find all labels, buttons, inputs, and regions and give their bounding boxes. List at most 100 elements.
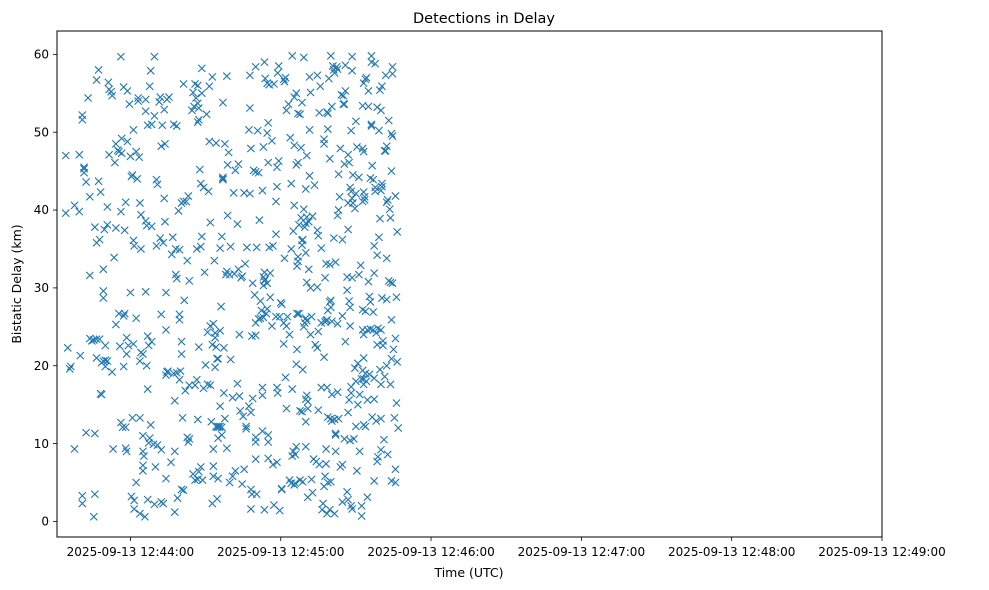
data-point-23 — [87, 336, 96, 345]
data-point-686 — [375, 214, 384, 223]
data-point-415 — [283, 312, 292, 321]
data-point-460 — [299, 53, 308, 62]
data-point-398 — [274, 157, 283, 165]
data-point-482 — [305, 72, 314, 81]
data-point-322 — [242, 243, 251, 252]
data-point-204 — [183, 256, 192, 265]
data-point-294 — [223, 211, 232, 220]
data-point-663 — [368, 161, 377, 170]
data-point-587 — [345, 158, 354, 167]
data-point-242 — [203, 328, 212, 337]
data-point-135 — [145, 434, 154, 443]
data-point-133 — [144, 438, 153, 447]
data-point-99 — [130, 496, 139, 505]
data-point-185 — [173, 494, 182, 503]
data-point-651 — [364, 86, 373, 95]
data-point-235 — [197, 232, 206, 241]
data-point-76 — [119, 311, 128, 320]
data-point-503 — [315, 108, 324, 117]
data-point-717 — [386, 380, 395, 389]
data-point-704 — [381, 146, 390, 155]
data-point-721 — [388, 69, 397, 78]
data-point-330 — [246, 485, 255, 494]
data-point-423 — [288, 51, 297, 60]
data-point-297 — [225, 478, 234, 487]
data-point-424 — [288, 385, 297, 394]
data-point-472 — [302, 151, 311, 160]
data-point-357 — [258, 391, 267, 400]
data-point-341 — [251, 331, 260, 340]
data-point-49 — [103, 357, 112, 366]
data-point-121 — [140, 512, 149, 521]
data-point-262 — [212, 139, 221, 148]
data-point-108 — [135, 199, 144, 208]
data-point-595 — [347, 187, 356, 196]
data-point-316 — [239, 412, 248, 421]
data-point-132 — [144, 341, 153, 350]
data-point-20 — [85, 192, 94, 201]
data-point-274 — [216, 326, 225, 335]
data-point-127 — [142, 361, 151, 370]
data-point-468 — [301, 314, 310, 323]
data-point-395 — [272, 458, 281, 467]
data-point-714 — [385, 205, 394, 214]
data-point-550 — [330, 509, 339, 518]
data-point-72 — [117, 134, 126, 143]
data-point-385 — [269, 79, 278, 88]
data-point-202 — [182, 197, 191, 206]
data-point-183 — [172, 274, 181, 283]
data-point-325 — [245, 104, 254, 113]
data-point-365 — [260, 505, 269, 514]
data-point-386 — [268, 460, 277, 469]
data-point-349 — [254, 315, 263, 324]
data-point-331 — [246, 504, 255, 513]
data-point-361 — [259, 281, 268, 290]
data-point-508 — [317, 383, 326, 392]
data-point-328 — [246, 144, 255, 153]
data-point-173 — [167, 250, 176, 259]
data-point-162 — [160, 139, 169, 148]
data-point-170 — [163, 367, 172, 376]
chart-title: Detections in Delay — [413, 11, 555, 27]
data-point-345 — [252, 490, 261, 499]
data-point-728 — [390, 413, 399, 422]
data-point-537 — [326, 296, 335, 305]
data-point-403 — [277, 485, 286, 494]
data-point-352 — [256, 314, 265, 323]
data-point-102 — [132, 314, 141, 323]
data-point-446 — [295, 220, 304, 229]
data-point-308 — [234, 160, 243, 169]
data-point-62 — [111, 320, 120, 329]
data-point-407 — [279, 339, 288, 348]
data-point-35 — [95, 235, 104, 244]
data-point-664 — [369, 175, 378, 184]
data-point-75 — [119, 362, 128, 371]
data-point-277 — [217, 302, 226, 311]
data-point-619 — [355, 390, 364, 399]
data-point-610 — [351, 189, 360, 198]
data-point-427 — [290, 141, 299, 150]
data-point-624 — [357, 374, 366, 383]
data-point-216 — [191, 476, 200, 485]
data-point-512 — [320, 139, 329, 148]
data-point-412 — [282, 106, 291, 115]
data-point-217 — [192, 93, 201, 102]
data-point-552 — [331, 429, 340, 438]
data-point-243 — [203, 380, 212, 389]
data-point-265 — [213, 354, 222, 363]
data-point-239 — [200, 268, 209, 277]
data-point-339 — [251, 167, 260, 176]
data-point-17 — [82, 178, 91, 187]
data-point-394 — [273, 69, 282, 78]
data-point-596 — [348, 52, 357, 61]
y-axis-label: Bistatic Delay (km) — [9, 224, 24, 343]
data-point-231 — [196, 242, 205, 251]
data-point-685 — [375, 86, 384, 95]
data-point-16 — [80, 168, 89, 177]
data-point-215 — [191, 381, 200, 390]
data-point-510 — [319, 499, 328, 508]
data-point-158 — [159, 238, 168, 247]
data-point-273 — [216, 244, 225, 253]
data-point-594 — [347, 126, 356, 135]
